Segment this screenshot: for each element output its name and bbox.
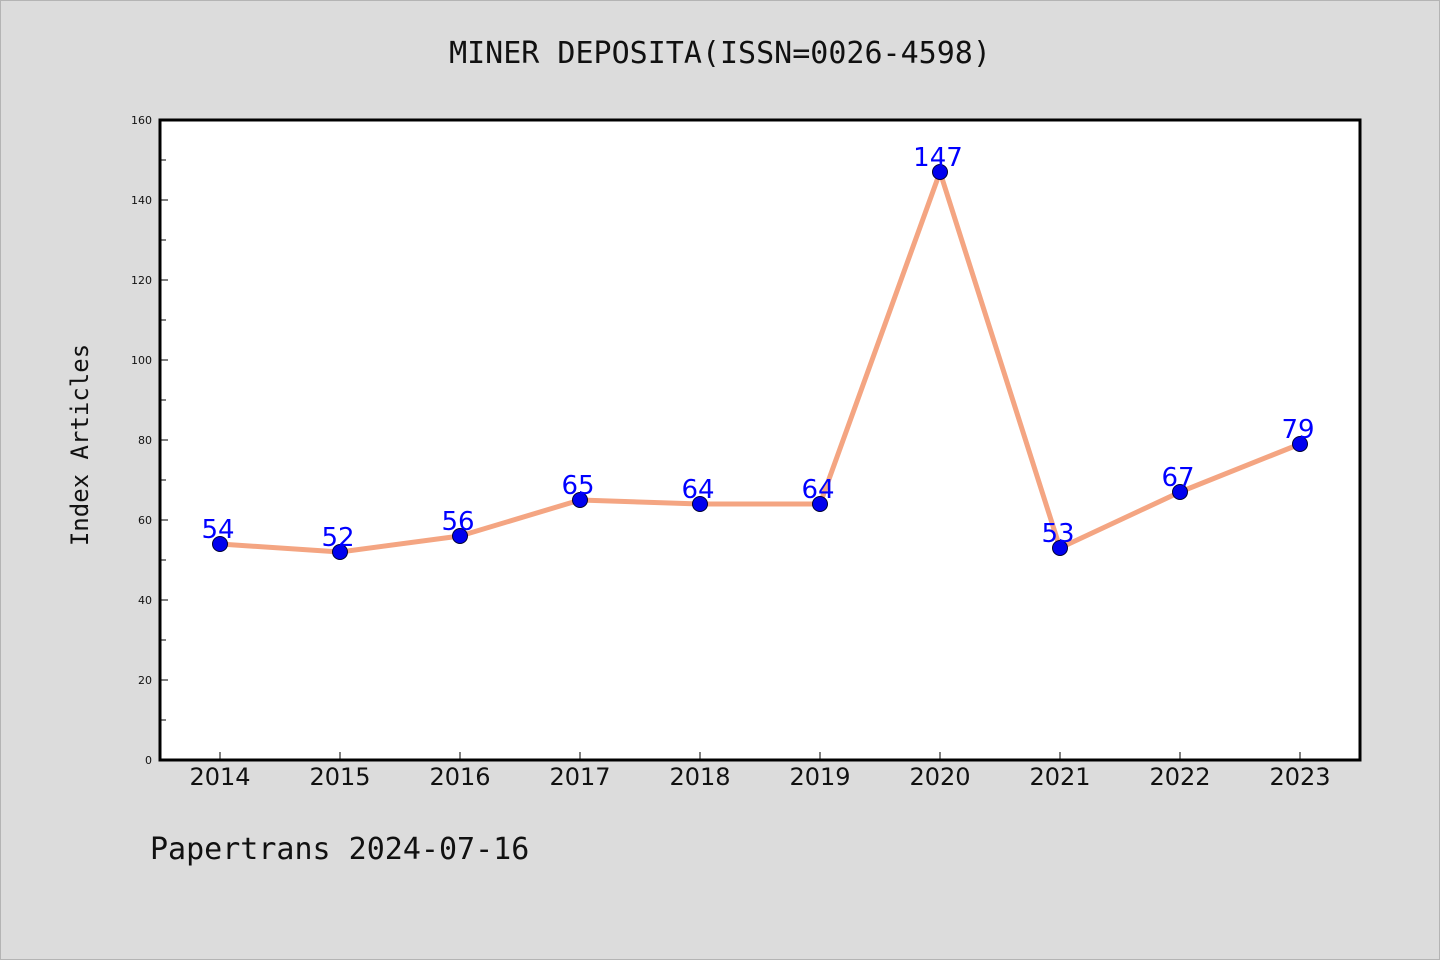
x-tick-label: 2017 (549, 763, 610, 791)
data-label: 56 (441, 507, 474, 537)
y-tick-label: 120 (131, 274, 152, 287)
y-tick-label: 160 (131, 114, 152, 127)
x-tick-label: 2019 (789, 763, 850, 791)
x-tick-label: 2018 (669, 763, 730, 791)
data-point (572, 492, 588, 508)
data-point (692, 496, 708, 512)
y-axis-ticks: 0 20 40 60 80 100 120 140 160 (131, 114, 168, 767)
data-point (1052, 540, 1068, 556)
y-tick-label: 80 (138, 434, 152, 447)
data-point (932, 164, 948, 180)
data-point (212, 536, 228, 552)
x-tick-label: 2015 (309, 763, 370, 791)
data-point (332, 544, 348, 560)
x-tick-label: 2022 (1149, 763, 1210, 791)
data-label: 147 (913, 143, 963, 173)
data-label: 52 (321, 523, 354, 553)
data-point (452, 528, 468, 544)
y-tick-label: 140 (131, 194, 152, 207)
y-tick-label: 60 (138, 514, 152, 527)
data-label: 67 (1161, 463, 1194, 493)
x-tick-label: 2014 (189, 763, 250, 791)
data-label: 79 (1281, 415, 1314, 445)
x-tick-label: 2020 (909, 763, 970, 791)
data-point (812, 496, 828, 512)
data-label: 64 (801, 475, 834, 505)
y-tick-label: 20 (138, 674, 152, 687)
data-label: 54 (201, 515, 234, 545)
plot-area (158, 118, 1362, 762)
data-labels: 54 52 56 65 64 64 147 53 67 79 (201, 143, 1314, 553)
y-tick-label: 100 (131, 354, 152, 367)
chart-title: MINER DEPOSITA(ISSN=0026-4598) (449, 36, 991, 71)
data-label: 53 (1041, 519, 1074, 549)
footer-note: Papertrans 2024-07-16 (150, 832, 530, 867)
data-label: 64 (681, 475, 714, 505)
series-line (217, 169, 1303, 555)
x-axis-ticks: 2014 2015 2016 2017 2018 2019 2020 2021 2022 2023 (189, 752, 1331, 791)
data-label: 65 (561, 471, 594, 501)
y-tick-label: 0 (145, 754, 152, 767)
x-tick-label: 2021 (1029, 763, 1090, 791)
x-tick-label: 2023 (1269, 763, 1330, 791)
x-tick-label: 2016 (429, 763, 490, 791)
series-group (212, 164, 1308, 560)
data-point (1172, 484, 1188, 500)
data-point (1292, 436, 1308, 452)
y-tick-label: 40 (138, 594, 152, 607)
